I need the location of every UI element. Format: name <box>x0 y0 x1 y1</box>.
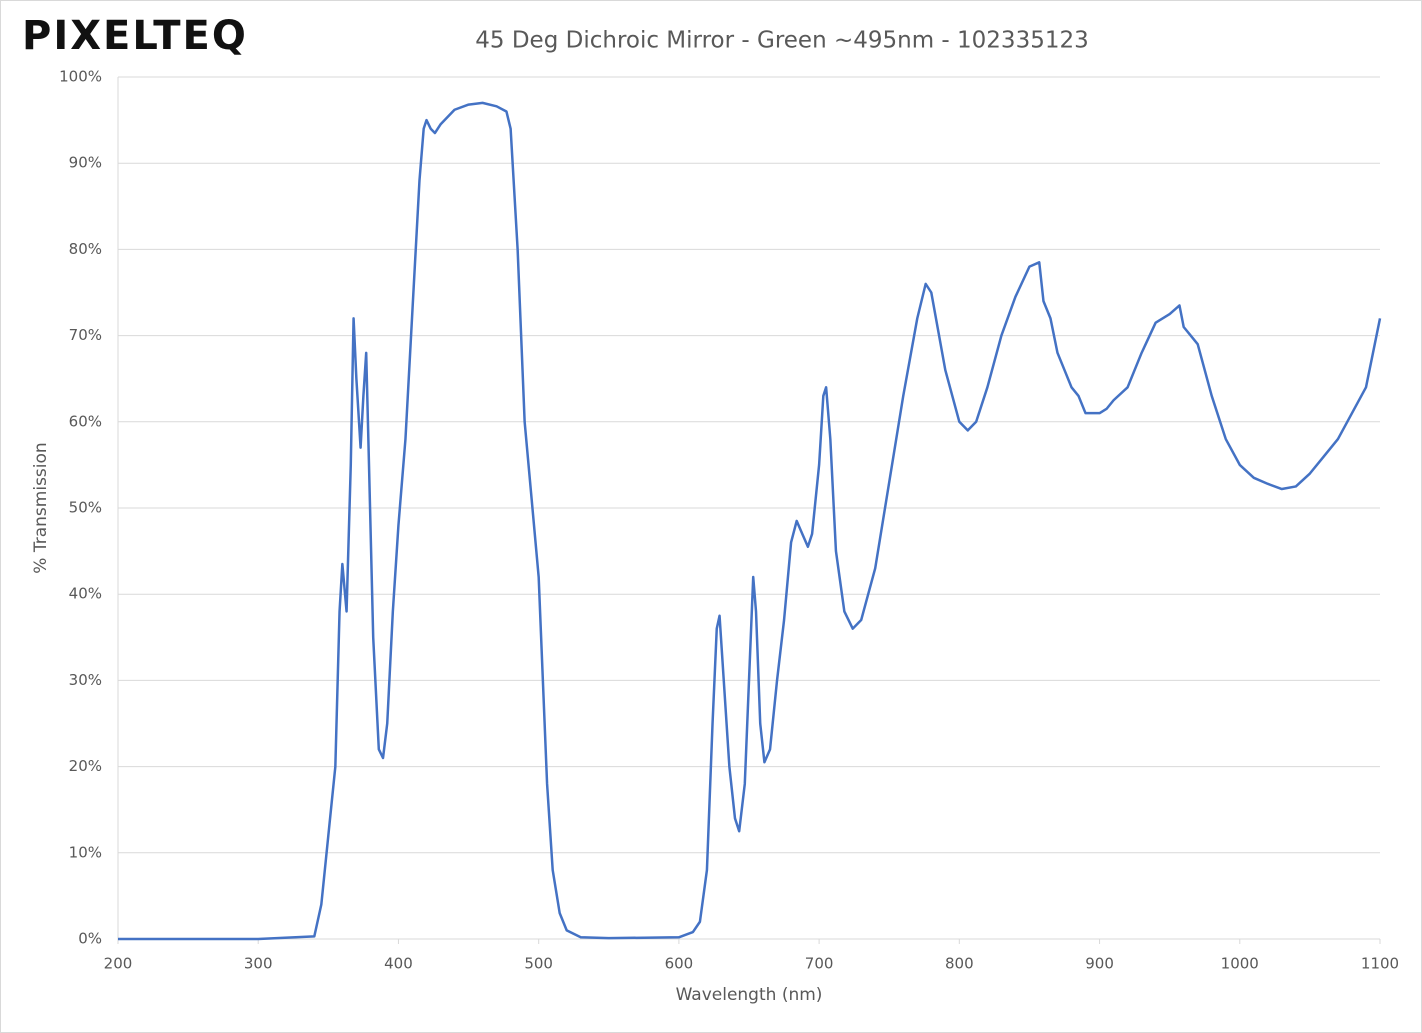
y-tick-label: 20% <box>69 757 102 775</box>
y-tick-label: 70% <box>69 326 102 344</box>
x-tick-label: 400 <box>384 955 413 973</box>
logo: PIXELTEQ <box>22 13 248 59</box>
x-tick-label: 300 <box>244 955 273 973</box>
y-tick-label: 60% <box>69 412 102 430</box>
x-tick-label: 700 <box>805 955 834 973</box>
y-axis-label: % Transmission <box>31 442 51 573</box>
y-tick-label: 90% <box>69 154 102 172</box>
y-tick-label: 0% <box>78 930 102 948</box>
chart-title: 45 Deg Dichroic Mirror - Green ~495nm - … <box>475 28 1088 54</box>
x-tick-label: 600 <box>665 955 694 973</box>
y-tick-label: 30% <box>69 671 102 689</box>
x-tick-label: 500 <box>524 955 553 973</box>
x-tick-label: 800 <box>945 955 974 973</box>
y-tick-label: 10% <box>69 843 102 861</box>
x-axis-label: Wavelength (nm) <box>676 985 823 1005</box>
y-tick-label: 50% <box>69 499 102 517</box>
y-tick-label: 40% <box>69 585 102 603</box>
x-tick-label: 1000 <box>1221 955 1259 973</box>
y-tick-label: 80% <box>69 240 102 258</box>
y-tick-label: 100% <box>59 68 102 86</box>
x-tick-label: 900 <box>1085 955 1114 973</box>
x-tick-label: 1100 <box>1361 955 1399 973</box>
series-line <box>118 101 1382 941</box>
x-tick-label: 200 <box>104 955 133 973</box>
